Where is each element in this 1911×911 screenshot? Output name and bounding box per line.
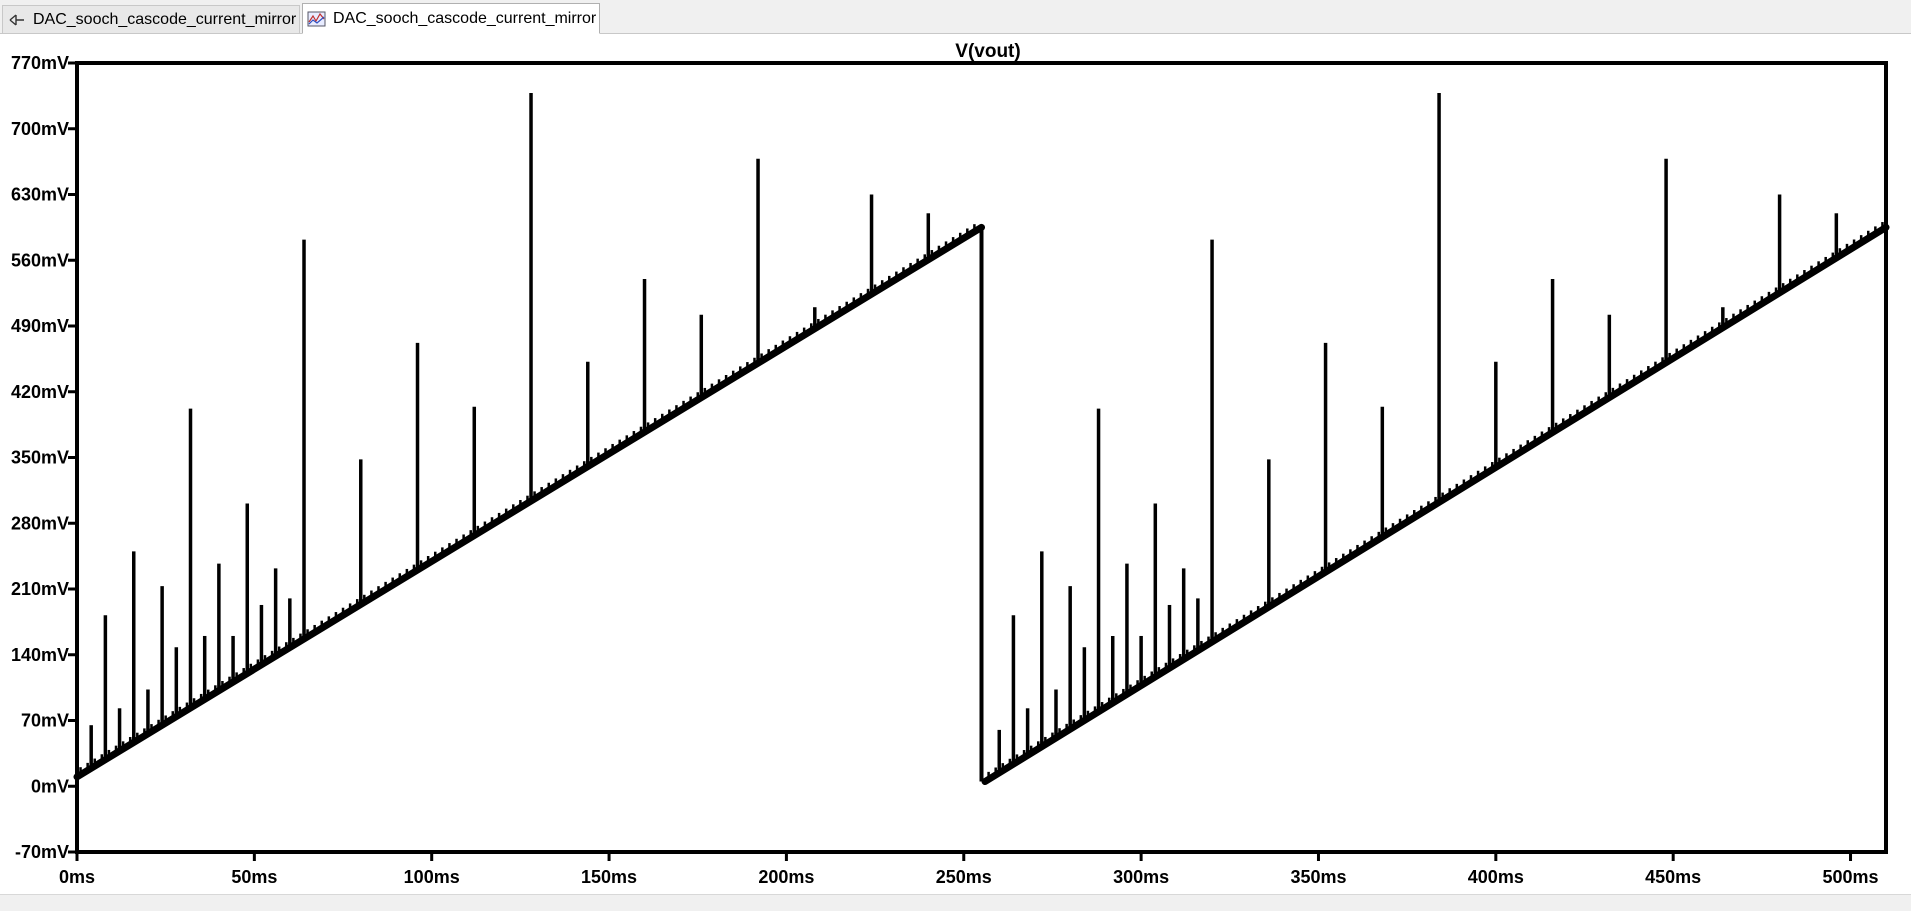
x-tick-label: 250ms (936, 867, 992, 887)
y-tick-label: 140mV (11, 645, 69, 665)
x-tick-label: 100ms (404, 867, 460, 887)
tab-schematic[interactable]: DAC_sooch_cascode_current_mirror (2, 5, 300, 33)
chart-title: V(vout) (955, 41, 1020, 62)
y-tick-label: 210mV (11, 579, 69, 599)
tab-bar: DAC_sooch_cascode_current_mirror DAC_soo… (0, 0, 1911, 34)
x-tick-label: 200ms (758, 867, 814, 887)
tab-waveform[interactable]: DAC_sooch_cascode_current_mirror (302, 3, 600, 34)
waveform-plot-icon (307, 10, 327, 28)
plot-frame (75, 61, 1888, 854)
y-axis: 770mV 700mV 630mV 560mV 490mV 420mV 350mV 280mV… (11, 53, 77, 862)
x-tick-label: 50ms (231, 867, 277, 887)
y-tick-label: 0mV (31, 776, 69, 796)
ramp-segment (73, 223, 985, 781)
x-tick-label: 500ms (1822, 867, 1878, 887)
y-tick-label: 420mV (11, 382, 69, 402)
schematic-icon (7, 11, 27, 29)
x-tick-label: 450ms (1645, 867, 1701, 887)
status-strip (0, 894, 1911, 911)
y-tick-label: 700mV (11, 119, 69, 139)
y-tick-label: 490mV (11, 316, 69, 336)
y-tick-label: 770mV (11, 53, 69, 73)
tab-label: DAC_sooch_cascode_current_mirror (33, 10, 297, 28)
y-tick-label: -70mV (15, 842, 69, 862)
waveform-chart[interactable]: V(vout) 770mV 700mV 630mV 560mV 490mV 420mV 35… (0, 34, 1911, 894)
x-axis: 0ms 50ms 100ms 150ms 200ms 250ms 300ms 350ms 400… (59, 852, 1879, 887)
waveform-plot[interactable]: V(vout) 770mV 700mV 630mV 560mV 490mV 420mV 35… (0, 34, 1911, 894)
x-tick-label: 350ms (1290, 867, 1346, 887)
x-tick-label: 400ms (1468, 867, 1524, 887)
y-tick-label: 350mV (11, 448, 69, 468)
x-tick-label: 0ms (59, 867, 95, 887)
y-tick-label: 70mV (21, 711, 69, 731)
y-tick-label: 630mV (11, 185, 69, 205)
trace-vout (73, 93, 1890, 786)
x-tick-label: 150ms (581, 867, 637, 887)
tab-label: DAC_sooch_cascode_current_mirror (333, 9, 597, 27)
y-tick-label: 280mV (11, 513, 69, 533)
x-tick-label: 300ms (1113, 867, 1169, 887)
y-tick-label: 560mV (11, 250, 69, 270)
